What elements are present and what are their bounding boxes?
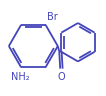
Text: Br: Br <box>47 12 58 22</box>
Text: NH₂: NH₂ <box>11 72 29 82</box>
Text: O: O <box>57 72 65 82</box>
